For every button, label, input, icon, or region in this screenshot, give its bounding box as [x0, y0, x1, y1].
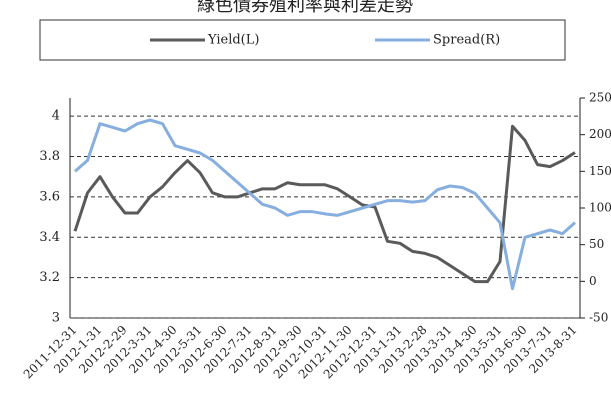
y2-tick-label: -50 — [589, 311, 608, 325]
y-tick-label: 3.8 — [39, 149, 60, 164]
y-tick-label: 3.4 — [39, 230, 60, 245]
y2-tick-label: 150 — [589, 164, 611, 178]
y2-tick-label: 200 — [589, 127, 611, 141]
y-tick-label: 3.6 — [39, 189, 60, 204]
y-tick-label: 3 — [52, 311, 60, 326]
legend-label: Spread(R) — [433, 33, 500, 48]
y2-tick-label: 50 — [589, 237, 604, 251]
y2-tick-label: 250 — [589, 91, 611, 105]
y2-tick-label: 0 — [589, 274, 597, 288]
legend-label: Yield(L) — [207, 33, 259, 48]
chart-title: 綠色債券殖利率與利差走勢 — [197, 0, 413, 16]
legend-box — [39, 19, 566, 61]
y-tick-label: 4 — [52, 109, 60, 124]
y2-tick-label: 100 — [589, 201, 611, 215]
y-tick-label: 3.2 — [39, 270, 60, 285]
series-line — [74, 118, 576, 291]
series-line — [73, 124, 576, 284]
